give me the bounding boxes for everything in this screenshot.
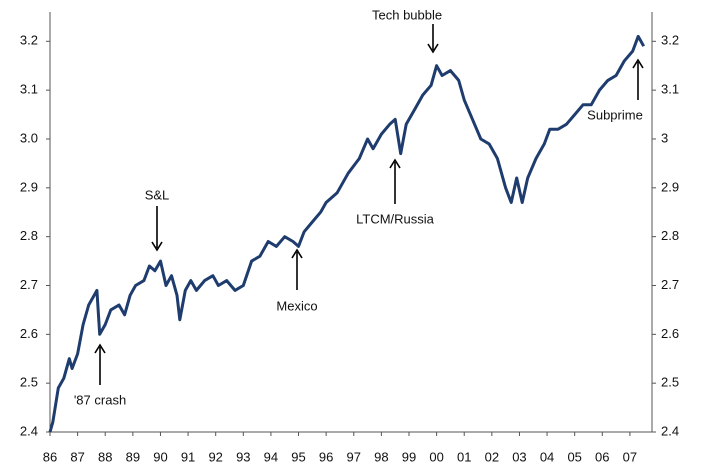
x-tick-label: 02 [485,449,499,464]
x-tick-label: 05 [567,449,581,464]
x-tick-label: 00 [429,449,443,464]
x-tick-label: 91 [181,449,195,464]
x-tick-label: 97 [347,449,361,464]
line [48,34,646,433]
y-tick-label: 2.7 [20,277,38,292]
y-tick-label: 3.1 [20,82,38,97]
annotation: S&L [145,187,170,202]
y2-tick-label: 2.5 [661,375,679,390]
x-tick-label: 88 [98,449,112,464]
x-tick-label: 90 [153,449,167,464]
x-tick-label: 95 [291,449,305,464]
x-tick-label: 92 [208,449,222,464]
x-tick-label: 86 [43,449,57,464]
annotation: Subprime [587,107,643,122]
y2-tick-label: 2.6 [661,326,679,341]
x-tick-label: 93 [236,449,250,464]
x-tick-label: 04 [540,449,554,464]
x-tick-label: 94 [264,449,278,464]
y-tick-label: 3.2 [20,33,38,48]
arrow-head [291,248,303,259]
x-tick-label: 99 [402,449,416,464]
y2-tick-label: 3.1 [661,82,679,97]
arrow-head [632,58,644,69]
x-tick-label: 03 [512,449,526,464]
arrow-head [389,158,401,169]
y2-tick-label: 2.8 [661,228,679,243]
y2-tick-label: 2.7 [661,277,679,292]
x-tick-label: 89 [126,449,140,464]
x-tick-label: 06 [595,449,609,464]
y-tick-label: 2.8 [20,228,38,243]
x-tick-label: 96 [319,449,333,464]
arrow-head [151,241,163,252]
y-tick-label: 2.5 [20,375,38,390]
arrow-head [427,43,439,54]
y-tick-label: 3.0 [20,130,38,145]
y-tick-label: 2.9 [20,179,38,194]
annotation: LTCM/Russia [356,211,435,226]
y2-tick-label: 3 [661,130,668,145]
x-tick-label: 87 [70,449,84,464]
x-tick-label: 01 [457,449,471,464]
y-tick-label: 2.4 [20,423,38,438]
x-tick-label: 07 [623,449,637,464]
x-tick-label: 98 [374,449,388,464]
y-tick-label: 2.6 [20,326,38,341]
annotation: '87 crash [74,392,126,407]
arrow-head [94,343,106,354]
annotation: Tech bubble [372,7,442,22]
y2-tick-label: 2.9 [661,179,679,194]
y2-tick-label: 3.2 [661,33,679,48]
y2-tick-label: 2.4 [661,423,679,438]
annotation: Mexico [276,298,317,313]
